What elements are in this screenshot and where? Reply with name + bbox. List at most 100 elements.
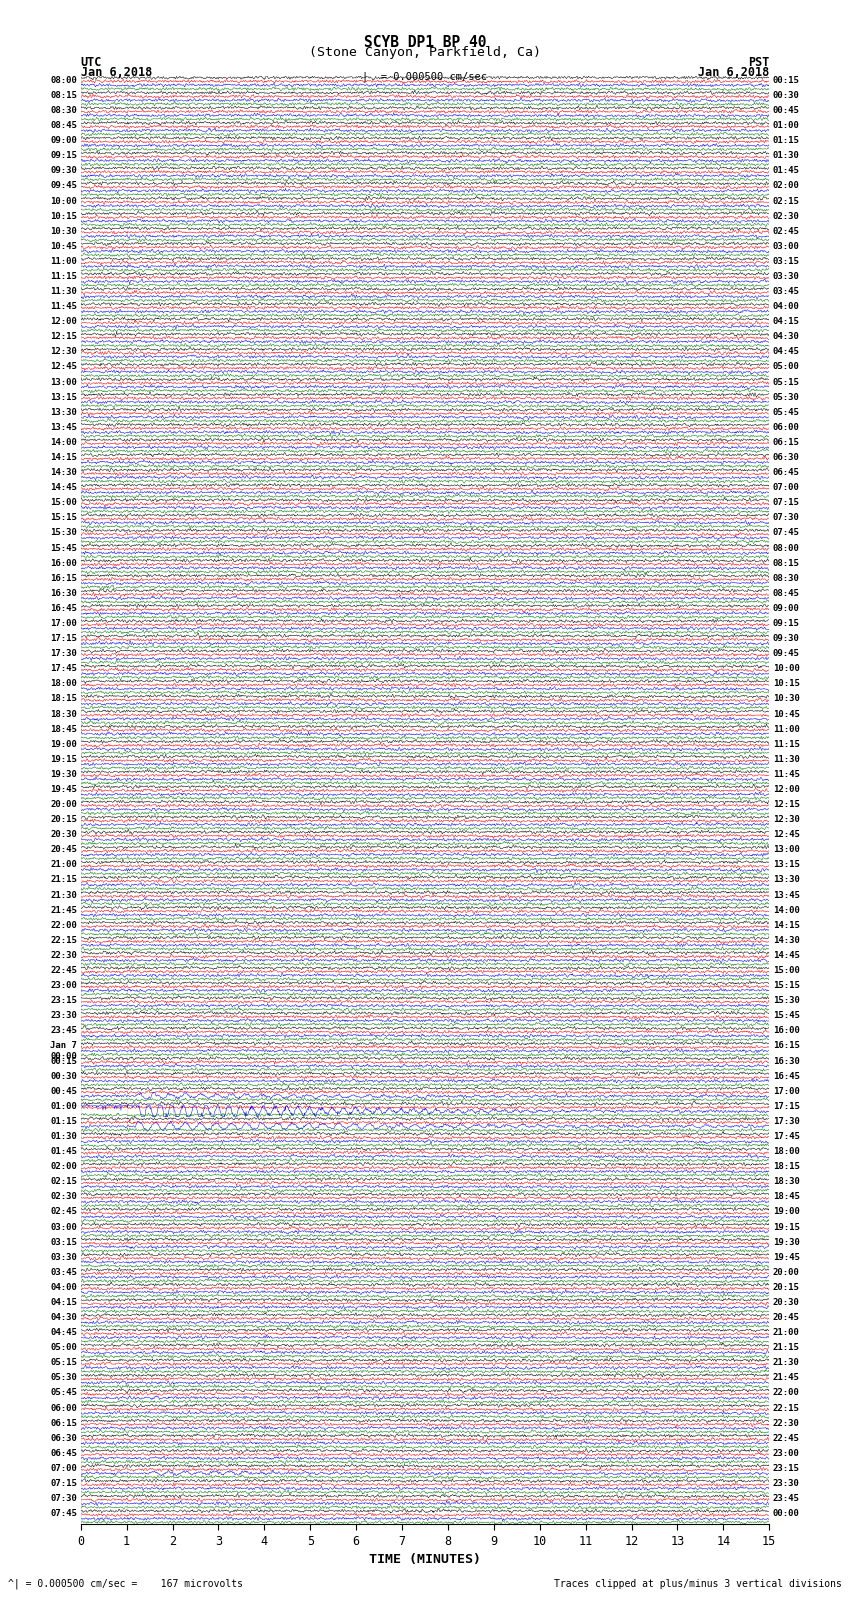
Text: 08:30: 08:30 [773,574,800,582]
Text: (Stone Canyon, Parkfield, Ca): (Stone Canyon, Parkfield, Ca) [309,45,541,60]
Text: 01:00: 01:00 [50,1102,77,1111]
Text: 10:15: 10:15 [50,211,77,221]
Text: 00:15: 00:15 [50,1057,77,1066]
Text: 13:00: 13:00 [50,377,77,387]
Text: 16:30: 16:30 [773,1057,800,1066]
Text: 05:30: 05:30 [773,392,800,402]
Text: 22:00: 22:00 [773,1389,800,1397]
Text: 11:00: 11:00 [50,256,77,266]
Text: 16:00: 16:00 [773,1026,800,1036]
Text: 01:00: 01:00 [773,121,800,131]
Text: 03:45: 03:45 [773,287,800,297]
Text: 11:45: 11:45 [50,302,77,311]
Text: 18:45: 18:45 [50,724,77,734]
Text: 20:45: 20:45 [50,845,77,855]
Text: 11:30: 11:30 [773,755,800,765]
Text: 08:00: 08:00 [773,544,800,553]
Text: 20:00: 20:00 [773,1268,800,1277]
Text: 12:00: 12:00 [50,318,77,326]
Text: 15:00: 15:00 [50,498,77,506]
Text: 20:30: 20:30 [50,831,77,839]
Text: 20:45: 20:45 [773,1313,800,1323]
Text: 15:30: 15:30 [773,997,800,1005]
Text: 05:45: 05:45 [773,408,800,416]
Text: 05:15: 05:15 [50,1358,77,1368]
Text: 07:45: 07:45 [773,529,800,537]
Text: Jan 6,2018: Jan 6,2018 [81,66,152,79]
Text: 20:00: 20:00 [50,800,77,810]
Text: 02:45: 02:45 [50,1208,77,1216]
Text: Jan 7
00:00: Jan 7 00:00 [50,1042,77,1061]
Text: 21:45: 21:45 [50,905,77,915]
Text: 15:45: 15:45 [50,544,77,553]
Text: 14:15: 14:15 [773,921,800,929]
Text: 04:30: 04:30 [50,1313,77,1323]
Text: 12:30: 12:30 [50,347,77,356]
Text: 20:30: 20:30 [773,1298,800,1307]
Text: 18:15: 18:15 [773,1161,800,1171]
Text: 01:15: 01:15 [773,135,800,145]
Text: 15:30: 15:30 [50,529,77,537]
Text: 22:30: 22:30 [50,952,77,960]
Text: 05:45: 05:45 [50,1389,77,1397]
Text: 02:00: 02:00 [50,1161,77,1171]
Text: 18:00: 18:00 [50,679,77,689]
Text: 10:30: 10:30 [50,227,77,235]
Text: 17:00: 17:00 [50,619,77,627]
Text: UTC: UTC [81,56,102,69]
Text: 04:45: 04:45 [773,347,800,356]
Text: 14:30: 14:30 [773,936,800,945]
Text: 17:30: 17:30 [773,1116,800,1126]
Text: 19:15: 19:15 [773,1223,800,1231]
Text: 22:45: 22:45 [50,966,77,974]
Text: 13:15: 13:15 [773,860,800,869]
Text: 03:15: 03:15 [773,256,800,266]
Text: ^| = 0.000500 cm/sec =    167 microvolts: ^| = 0.000500 cm/sec = 167 microvolts [8,1578,243,1589]
Text: 23:30: 23:30 [50,1011,77,1021]
Text: PST: PST [748,56,769,69]
Text: 15:45: 15:45 [773,1011,800,1021]
Text: 11:30: 11:30 [50,287,77,297]
Text: 02:30: 02:30 [50,1192,77,1202]
Text: 05:15: 05:15 [773,377,800,387]
Text: 16:15: 16:15 [773,1042,800,1050]
Text: 05:00: 05:00 [50,1344,77,1352]
Text: 19:00: 19:00 [50,740,77,748]
Text: 00:45: 00:45 [773,106,800,115]
Text: 06:30: 06:30 [773,453,800,461]
Text: 17:15: 17:15 [50,634,77,644]
Text: 15:15: 15:15 [773,981,800,990]
Text: 12:30: 12:30 [773,815,800,824]
Text: 06:00: 06:00 [50,1403,77,1413]
Text: 08:30: 08:30 [50,106,77,115]
Text: 21:30: 21:30 [773,1358,800,1368]
Text: 13:45: 13:45 [50,423,77,432]
Text: 23:00: 23:00 [50,981,77,990]
Text: 07:15: 07:15 [773,498,800,506]
Text: 19:45: 19:45 [773,1253,800,1261]
Text: 13:15: 13:15 [50,392,77,402]
Text: 00:00: 00:00 [773,1510,800,1518]
Text: 07:30: 07:30 [773,513,800,523]
Text: 03:30: 03:30 [773,273,800,281]
Text: 06:45: 06:45 [50,1448,77,1458]
Text: 17:00: 17:00 [773,1087,800,1095]
Text: 10:45: 10:45 [50,242,77,250]
Text: 19:30: 19:30 [773,1237,800,1247]
Text: 13:30: 13:30 [50,408,77,416]
Text: 23:45: 23:45 [773,1494,800,1503]
Text: 01:30: 01:30 [773,152,800,160]
Text: 20:15: 20:15 [773,1282,800,1292]
Text: 01:15: 01:15 [50,1116,77,1126]
Text: 22:15: 22:15 [773,1403,800,1413]
Text: 09:00: 09:00 [773,603,800,613]
Text: 18:00: 18:00 [773,1147,800,1157]
Text: 07:45: 07:45 [50,1510,77,1518]
Text: 13:00: 13:00 [773,845,800,855]
Text: 21:15: 21:15 [773,1344,800,1352]
Text: 18:45: 18:45 [773,1192,800,1202]
Text: 10:00: 10:00 [50,197,77,205]
Text: 03:15: 03:15 [50,1237,77,1247]
Text: 06:15: 06:15 [50,1419,77,1428]
Text: 00:30: 00:30 [50,1071,77,1081]
